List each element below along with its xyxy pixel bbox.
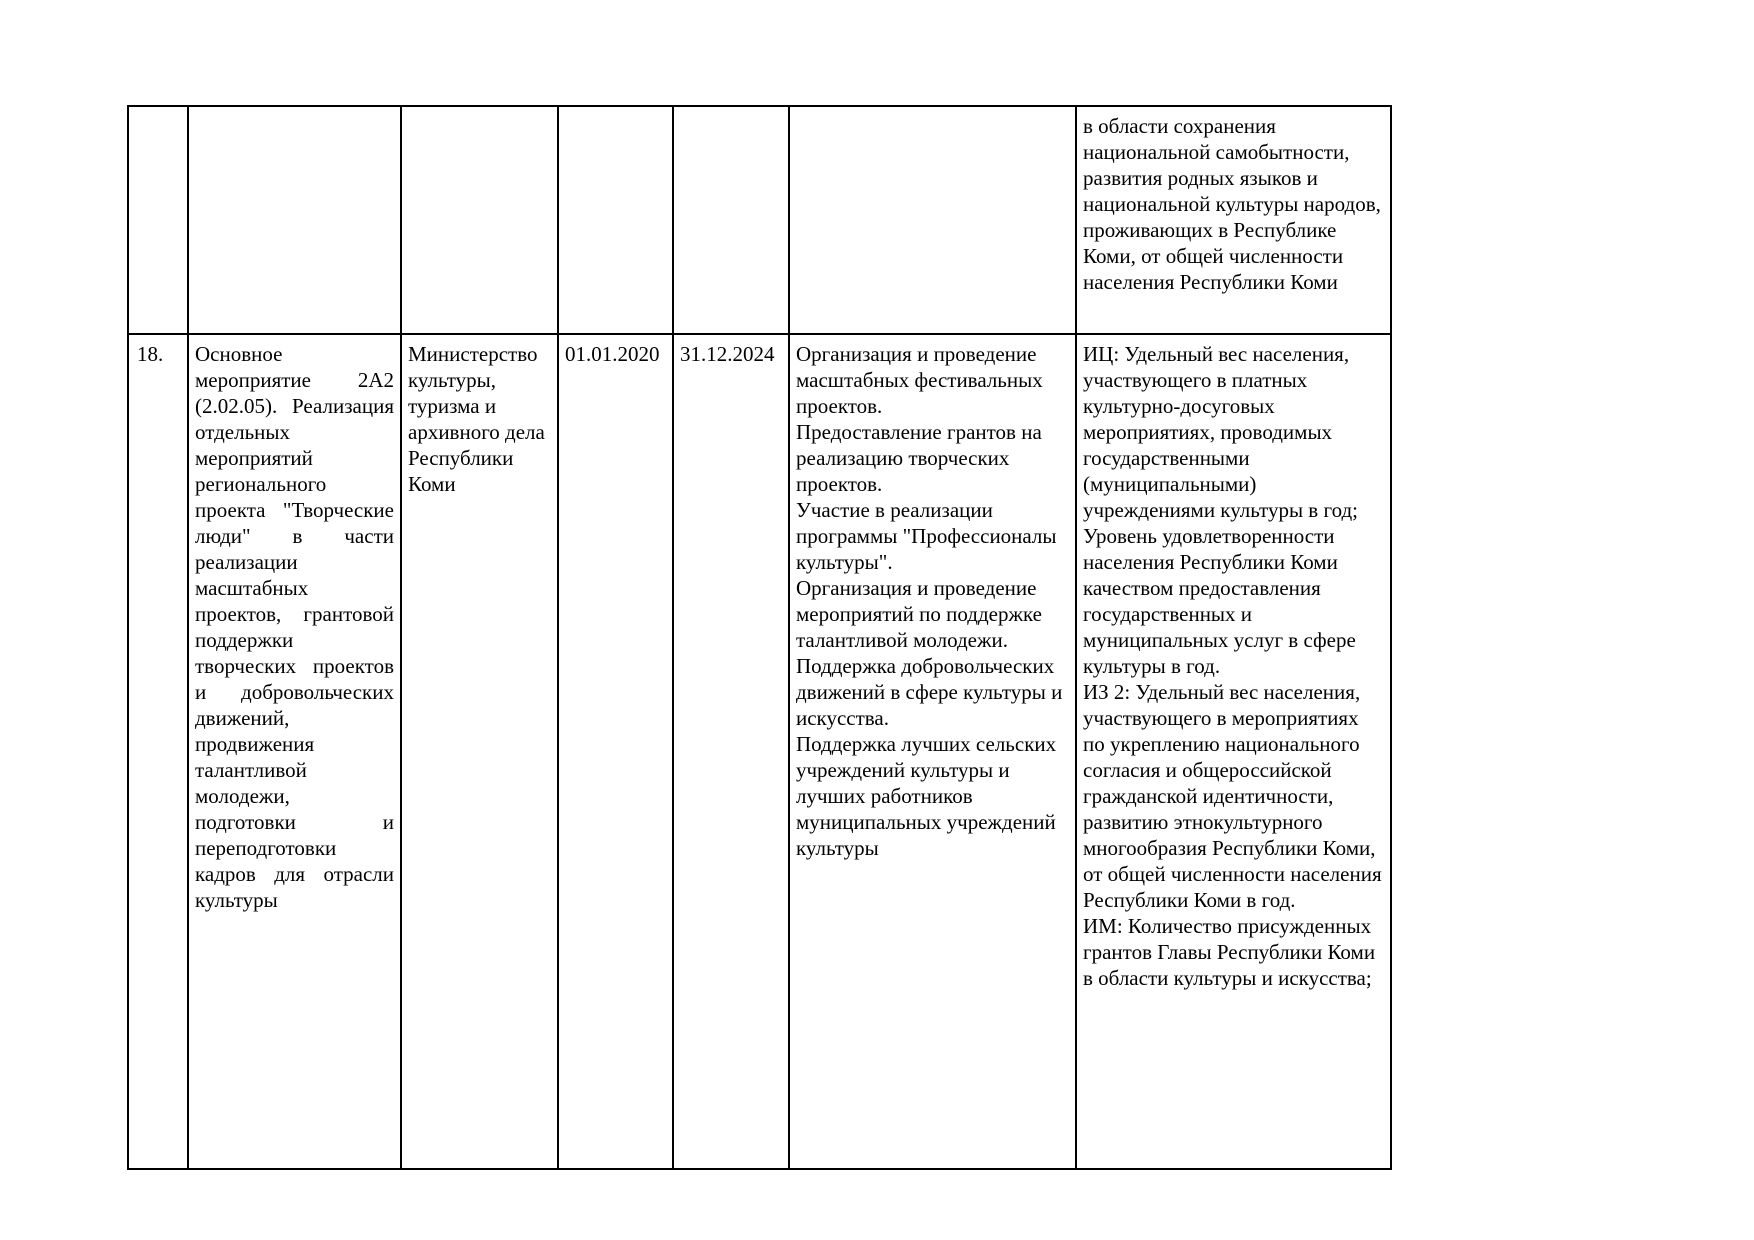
continuation-title-cell [187, 105, 402, 335]
paragraph: Уровень удовлетворенности населения Респ… [1083, 524, 1356, 678]
continuation-start-date-cell [557, 105, 674, 335]
start-date-cell: 01.01.2020 [557, 333, 674, 1170]
paragraph: ИМ: Количество присужденных грантов Глав… [1083, 914, 1376, 990]
paragraph: Организация и проведение масштабных фест… [796, 342, 1043, 418]
continuation-number-cell [127, 105, 189, 335]
executor-cell: Министерство культуры, туризма и архивно… [400, 333, 559, 1170]
paragraph: Организация и проведение мероприятий по … [796, 576, 1042, 652]
table-row-item18: 18. Основное мероприятие 2А2 (2.02.05). … [127, 333, 1392, 1170]
paragraph: Участие в реализации программы "Професси… [796, 498, 1057, 574]
program-measures-table: в области сохранения национальной самобы… [127, 105, 1392, 1170]
event-title-cell: Основное мероприятие 2А2 (2.02.05). Реал… [187, 333, 402, 1170]
activities-cell: Организация и проведение масштабных фест… [788, 333, 1077, 1170]
paragraph: ИЗ 2: Удельный вес населения, участвующе… [1083, 680, 1382, 912]
paragraph: Предоставление грантов на реализацию тво… [796, 420, 1042, 496]
table-row-continuation: в области сохранения национальной самобы… [127, 105, 1392, 335]
indicators-cell: ИЦ: Удельный вес населения, участвующего… [1075, 333, 1392, 1170]
paragraph: ИЦ: Удельный вес населения, участвующего… [1083, 342, 1358, 522]
continuation-executor-cell [400, 105, 559, 335]
paragraph: Поддержка добровольческих движений в сфе… [796, 654, 1063, 730]
continuation-end-date-cell [672, 105, 790, 335]
end-date-cell: 31.12.2024 [672, 333, 790, 1170]
paragraph: Поддержка лучших сельских учреждений кул… [796, 732, 1057, 860]
continuation-activities-cell [788, 105, 1077, 335]
continuation-indicators-cell: в области сохранения национальной самобы… [1075, 105, 1392, 335]
row-number-cell: 18. [127, 333, 189, 1170]
